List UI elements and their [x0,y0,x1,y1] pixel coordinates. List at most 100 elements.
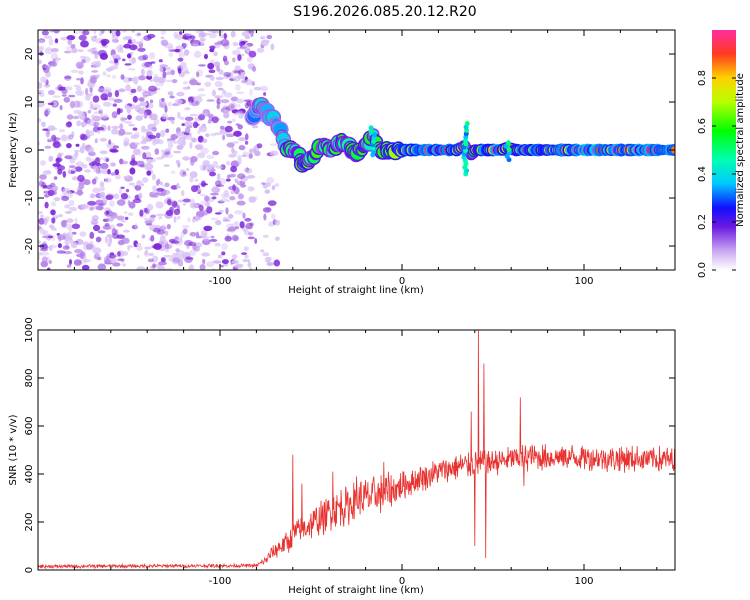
noise-speckle [87,200,97,206]
noise-speckle [164,182,170,188]
noise-speckle [225,207,229,215]
noise-speckle [164,230,169,236]
noise-speckle [230,223,239,226]
noise-speckle [233,112,243,116]
noise-speckle [262,234,269,238]
noise-speckle [111,74,117,79]
noise-speckle [81,264,90,270]
noise-speckle [142,54,149,61]
noise-speckle [111,111,118,119]
noise-speckle [192,121,199,129]
noise-speckle [146,158,153,164]
noise-speckle [231,254,238,260]
noise-speckle [248,231,254,236]
noise-speckle [49,245,53,251]
noise-speckle [228,153,236,158]
noise-speckle [223,55,227,59]
noise-speckle [60,134,68,142]
noise-speckle [100,38,110,45]
noise-speckle [157,265,166,270]
noise-speckle [267,200,277,206]
noise-speckle [84,169,91,173]
noise-speckle [38,240,41,244]
noise-speckle [186,134,193,141]
noise-speckle [71,47,78,54]
noise-speckle [95,121,101,127]
noise-speckle [212,150,220,156]
noise-speckle [150,265,157,270]
noise-speckle [132,198,142,204]
noise-speckle [212,89,216,97]
noise-speckle [182,228,188,235]
noise-speckle [44,109,49,117]
noise-speckle [38,217,45,225]
noise-speckle [75,143,80,147]
noise-speckle [141,145,150,150]
noise-speckle [136,243,142,247]
noise-speckle [50,201,57,207]
noise-speckle [210,235,215,239]
noise-speckle [101,171,108,175]
noise-speckle [266,262,274,266]
noise-speckle [231,118,236,122]
noise-speckle [228,213,234,219]
noise-speckle [132,95,138,103]
noise-speckle [176,91,185,97]
noise-speckle [217,87,224,91]
noise-speckle [56,157,63,162]
noise-speckle [144,137,150,143]
noise-speckle [159,234,166,243]
noise-speckle [146,170,152,176]
noise-speckle [108,139,112,145]
noise-speckle [63,50,72,54]
noise-speckle [205,133,210,138]
noise-speckle [123,131,133,135]
noise-speckle [236,200,246,206]
noise-speckle [196,69,204,77]
noise-speckle [223,189,229,197]
noise-speckle [147,33,156,39]
noise-speckle [71,223,81,230]
noise-speckle [39,174,47,180]
ridge-excursion [506,147,512,152]
noise-speckle [200,147,209,155]
spectrogram-ylabel: Frequency (Hz) [8,112,19,188]
noise-speckle [175,159,180,164]
noise-speckle [97,126,105,131]
noise-speckle [138,192,143,200]
noise-speckle [92,247,102,255]
noise-speckle [152,185,157,192]
noise-speckle [43,218,48,226]
noise-speckle [165,66,172,71]
noise-speckle [169,95,175,99]
x-tick-label: 0 [399,276,405,287]
noise-speckle [44,201,49,209]
noise-speckle [79,133,86,141]
noise-speckle [112,145,119,149]
noise-speckle [61,94,67,97]
noise-speckle [88,130,95,137]
noise-speckle [216,173,221,181]
noise-speckle [120,74,125,80]
noise-speckle [266,34,273,40]
noise-speckle [148,70,152,74]
noise-speckle [53,176,58,180]
noise-speckle [253,86,262,91]
noise-speckle [90,218,99,226]
noise-speckle [220,164,226,171]
ridge-excursion [503,143,509,149]
noise-speckle [53,197,61,202]
noise-speckle [160,30,167,35]
noise-speckle [47,189,55,197]
colorbar-tick-label: 0.0 [697,262,708,278]
noise-speckle [244,217,252,222]
noise-speckle [153,73,159,77]
noise-speckle [246,100,252,107]
noise-speckle [48,260,52,264]
noise-speckle [193,50,202,59]
noise-speckle [85,87,89,95]
noise-speckle [250,30,254,38]
noise-speckle [208,33,217,39]
noise-speckle [224,125,233,133]
noise-speckle [170,185,179,190]
